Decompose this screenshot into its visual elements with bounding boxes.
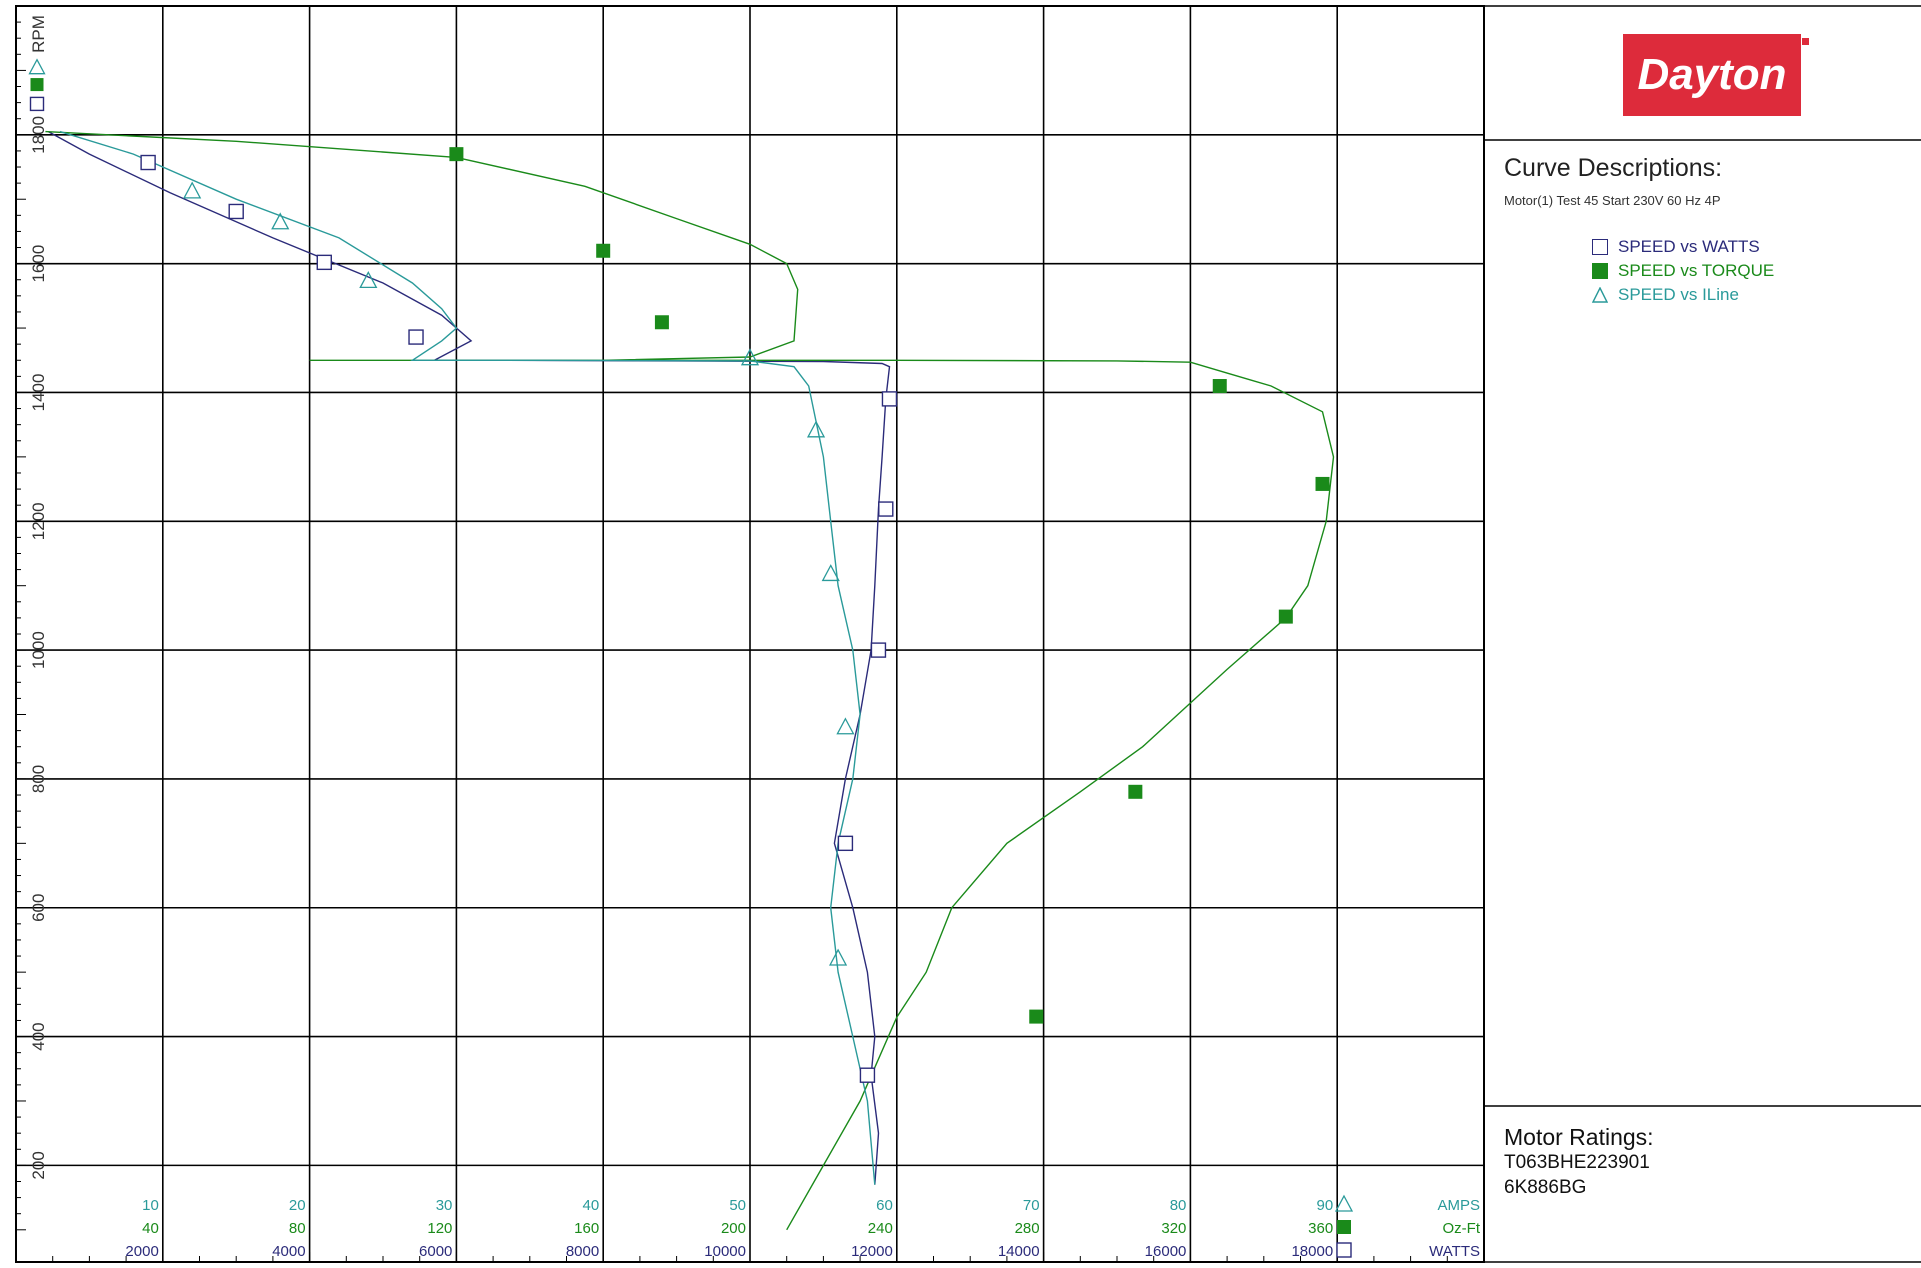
motor-rating-line: 6K886BG [1504,1177,1587,1198]
chart-ticks [15,5,1485,1262]
curve-descriptions-title: Curve Descriptions: [1504,154,1723,182]
x-tick-label: 16000 [1145,1243,1187,1260]
data-point-marker [654,315,669,330]
data-point-marker [1128,784,1143,799]
data-point-marker [449,147,464,162]
x-axis-unit-marker [1336,1242,1352,1258]
data-point-marker [1315,476,1330,491]
data-point-marker [837,835,854,852]
x-tick-label: 14000 [998,1243,1040,1260]
x-tick-label: 10000 [704,1243,746,1260]
data-point-marker [878,501,894,517]
data-point-marker [1212,379,1227,394]
x-tick-label: 4000 [272,1243,305,1260]
x-tick-label: 40 [142,1220,159,1237]
y-axis-labels: 200 400 600 800 1000 1200 1400 1600 1800 RPM [29,15,48,1179]
legend-item-watts: SPEED vs WATTS [1592,235,1760,259]
x-tick-label: 90 [1317,1197,1334,1214]
curve-descriptions-subtitle: Motor(1) Test 45 Start 230V 60 Hz 4P [1504,193,1721,208]
x-tick-label: 360 [1308,1220,1333,1237]
x-tick-label: 280 [1015,1220,1040,1237]
y-tick-label: 1000 [29,631,48,669]
x-tick-label: 80 [289,1220,306,1237]
data-point-marker [821,564,840,582]
data-markers [28,58,1354,1258]
motor-ratings-title: Motor Ratings: [1504,1124,1654,1150]
data-point-marker [408,329,424,345]
x-axis-unit-marker [1337,1220,1351,1234]
legend-item-iline: SPEED vs ILine [1592,283,1739,307]
data-point-marker [806,420,826,438]
y-axis-series-marker [28,58,46,75]
x-tick-label: 10 [142,1197,159,1214]
data-point-marker [828,948,848,966]
y-tick-label: 1600 [29,245,48,283]
x-tick-label: 18000 [1291,1243,1333,1260]
y-tick-label: 1400 [29,374,48,412]
x-tick-label: 80 [1170,1197,1187,1214]
data-point-marker [740,348,760,366]
x-tick-label: 12000 [851,1243,893,1260]
data-point-marker [359,271,378,289]
legend-label: SPEED vs WATTS [1618,237,1760,256]
x-axis-unit-label: WATTS [1429,1243,1480,1260]
data-point-marker [1029,1009,1044,1024]
y-tick-label: 800 [29,765,48,793]
data-point-marker [271,212,290,230]
x-tick-label: 120 [427,1220,452,1237]
x-axis-unit-label: AMPS [1437,1197,1480,1214]
x-axis-unit-label: Oz-Ft [1443,1220,1481,1237]
open-triangle-icon [1592,287,1608,303]
legend-label: SPEED vs TORQUE [1618,261,1775,280]
data-point-marker [836,717,855,735]
x-tick-label: 160 [574,1220,599,1237]
x-tick-label: 8000 [566,1243,599,1260]
dayton-logo: Dayton [1623,34,1809,116]
filled-square-icon [1592,263,1608,279]
data-point-marker [596,243,611,258]
x-tick-label: 320 [1161,1220,1186,1237]
data-curves [45,130,1335,1231]
logo-dot [1802,38,1809,45]
data-point-marker [859,1067,876,1083]
x-tick-label: 200 [721,1220,746,1237]
data-point-marker [1278,609,1293,624]
series-line-speed-vs-iline [59,130,876,1185]
data-point-marker [881,391,898,407]
data-point-marker [140,154,156,171]
open-square-icon [1592,239,1608,255]
x-tick-label: 30 [436,1197,453,1214]
y-tick-label: 400 [29,1022,48,1050]
y-axis-series-marker [30,78,44,92]
x-tick-label: 6000 [419,1243,452,1260]
x-axis-labels: 10 20 30 40 50 60 70 80 90 AMPS 40 80 120 160 200 240 28… [125,1197,1480,1260]
series-line-speed-vs-torque [45,130,1335,1231]
x-tick-label: 240 [868,1220,893,1237]
legend-item-torque: SPEED vs TORQUE [1592,259,1774,283]
series-line-speed-vs-watts [47,130,891,1185]
x-tick-label: 2000 [125,1243,158,1260]
y-tick-label: 200 [29,1151,48,1179]
y-tick-label: 1800 [29,116,48,154]
data-point-marker [316,254,332,271]
x-tick-label: 50 [729,1197,746,1214]
y-axis-series-marker [29,96,45,112]
x-tick-label: 40 [583,1197,600,1214]
motor-rating-line: T063BHE223901 [1504,1152,1650,1173]
right-panel-frame [1484,5,1921,1263]
y-axis-title: RPM [29,15,48,53]
x-tick-label: 20 [289,1197,306,1214]
data-point-marker [870,642,887,658]
data-point-marker [228,203,244,220]
x-axis-unit-marker [1334,1194,1354,1212]
logo-text: Dayton [1637,50,1787,99]
y-tick-label: 1200 [29,502,48,540]
x-tick-label: 60 [876,1197,893,1214]
data-point-marker [183,181,202,199]
chart-grid [15,5,1485,1263]
x-tick-label: 70 [1023,1197,1040,1214]
legend-label: SPEED vs ILine [1618,285,1739,304]
y-tick-label: 600 [29,894,48,922]
